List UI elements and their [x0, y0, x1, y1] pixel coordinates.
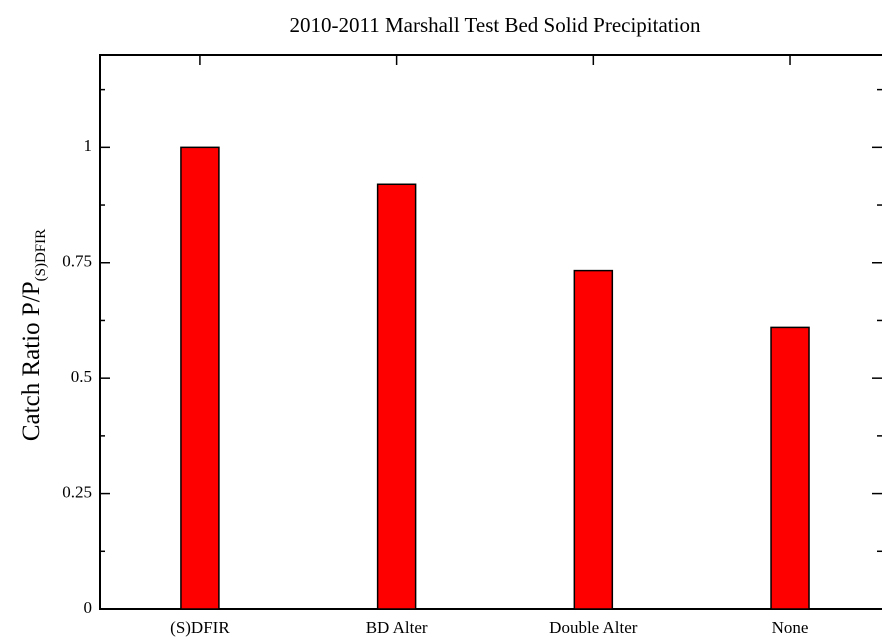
- y-axis-label: Catch Ratio P/P(S)DFIR: [18, 229, 50, 441]
- bar: [180, 146, 220, 610]
- x-tick-label: None: [772, 618, 809, 637]
- x-tick-label: BD Alter: [366, 618, 428, 637]
- bar: [573, 269, 614, 610]
- y-tick-label: 0.25: [62, 482, 92, 501]
- bar: [770, 326, 810, 610]
- plot-frame: [99, 54, 882, 610]
- y-tick-label: 1: [84, 136, 93, 155]
- x-tick-label: (S)DFIR: [170, 618, 230, 637]
- y-tick-label: 0.5: [71, 367, 92, 386]
- y-label-main: Catch Ratio P/P: [18, 281, 45, 441]
- bar: [376, 183, 417, 610]
- y-tick-label: 0: [84, 598, 93, 617]
- chart-title: 2010-2011 Marshall Test Bed Solid Precip…: [290, 13, 701, 37]
- x-tick-label: Double Alter: [549, 618, 638, 637]
- y-axis-label-text: Catch Ratio P/P(S)DFIR: [18, 229, 50, 441]
- y-tick-label: 0.75: [62, 252, 92, 271]
- y-label-subscript: (S)DFIR: [33, 229, 49, 282]
